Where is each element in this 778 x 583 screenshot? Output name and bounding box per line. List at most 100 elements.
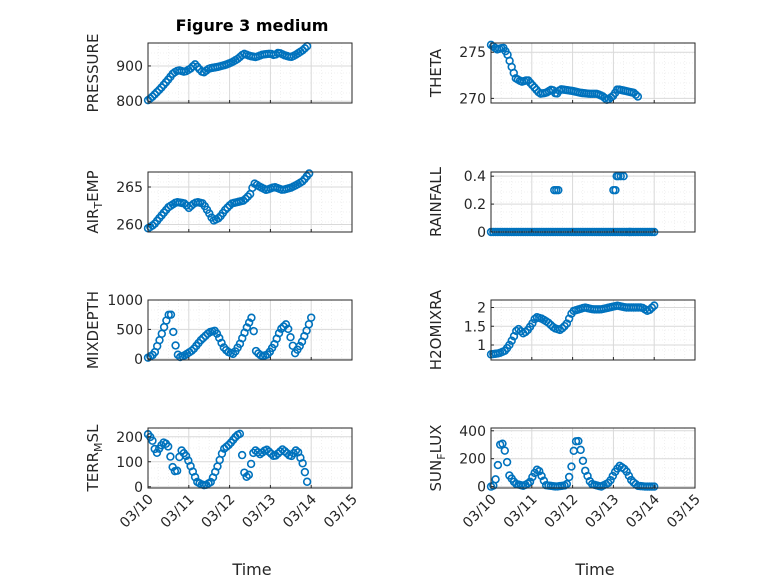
data-point — [505, 340, 514, 350]
data-point — [171, 341, 180, 350]
data-point — [242, 323, 252, 332]
data-point — [576, 445, 585, 455]
data-point — [223, 203, 232, 212]
x-tick-label: 03/15 — [321, 492, 361, 532]
data-point — [235, 429, 245, 439]
data-point — [649, 482, 659, 491]
data-point — [214, 214, 223, 223]
data-point — [554, 185, 563, 195]
data-point — [606, 476, 615, 485]
data-point — [300, 44, 310, 53]
data-point — [148, 436, 157, 445]
data-point — [558, 324, 567, 333]
axes-box — [147, 42, 353, 104]
axes-box — [490, 42, 696, 104]
subplot-h2omixra: 1 1.5 2 H2OMIXRA — [427, 289, 696, 370]
data-point — [196, 336, 206, 345]
y-tick-label: 260 — [116, 218, 143, 234]
data-point — [304, 169, 314, 178]
y-tick-label: 900 — [116, 59, 143, 75]
data-point — [491, 475, 500, 484]
x-tick-label: 03/10 — [460, 492, 500, 532]
y-tick-label: 1000 — [107, 293, 143, 309]
x-tick-label: 03/12 — [199, 492, 239, 532]
figure-title: Figure 3 medium — [176, 16, 329, 35]
data-point — [528, 472, 537, 482]
data-point — [535, 467, 544, 476]
subplot-rainfall: 0 0.2 0.4 RAINFALL — [427, 166, 696, 241]
data-point — [500, 446, 509, 455]
data-point — [166, 452, 175, 461]
data-point — [622, 467, 631, 476]
data-point — [224, 440, 233, 450]
x-tick-label: 03/12 — [542, 492, 582, 532]
data-point — [514, 324, 523, 334]
y-axis-label: SUNFLUX — [427, 425, 448, 492]
y-tick-label: 265 — [116, 180, 143, 196]
data-point — [172, 466, 182, 475]
subplot-air-temp: 260 265 AIRTEMP — [84, 169, 353, 234]
data-point — [645, 305, 654, 315]
data-point — [244, 318, 254, 327]
data-point — [222, 442, 231, 452]
data-point — [562, 479, 572, 489]
data-point — [298, 177, 307, 186]
x-tick-label: 03/11 — [158, 492, 198, 532]
data-point — [502, 457, 512, 467]
y-tick-label: 800 — [116, 94, 143, 110]
data-point — [206, 477, 215, 487]
data-point — [163, 442, 173, 451]
y-axis-label: AIRTEMP — [84, 170, 105, 233]
data-point — [152, 448, 162, 457]
data-point — [242, 472, 251, 481]
axes-box — [490, 299, 696, 361]
data-point — [530, 83, 539, 92]
data-point — [240, 468, 249, 477]
y-tick-label: 200 — [459, 452, 486, 468]
data-point — [521, 327, 530, 337]
data-point — [619, 171, 628, 181]
data-point — [246, 459, 256, 469]
subplot-sun-flux: 0 200 400 03/10 03/11 03/12 03/13 03/14 03/15 SUN… — [427, 424, 704, 532]
y-tick-label: 500 — [116, 322, 143, 338]
data-point — [148, 92, 157, 101]
data-point — [528, 319, 537, 328]
x-tick-label: 03/14 — [280, 491, 320, 531]
y-tick-label: 0.4 — [464, 169, 486, 185]
data-point — [152, 87, 162, 97]
data-point — [249, 326, 258, 336]
x-tick-label: 03/11 — [501, 492, 541, 532]
data-point — [544, 318, 553, 328]
data-point — [649, 301, 659, 310]
x-axis-label-left: Time — [231, 560, 271, 579]
data-point — [528, 80, 537, 90]
data-point — [217, 449, 227, 458]
y-axis-label: H2OMIXRA — [427, 289, 445, 370]
data-point — [611, 185, 620, 195]
subplot-terr-msl: 0 100 200 03/10 03/11 03/12 03/13 03/14 03/15 TER… — [84, 424, 361, 531]
data-point — [146, 94, 155, 103]
y-axis-label: MIXDEPTH — [84, 291, 102, 369]
data-point — [190, 472, 200, 482]
data-point — [212, 329, 222, 338]
data-point — [295, 341, 304, 351]
data-point — [569, 446, 578, 456]
data-point — [525, 477, 535, 486]
data-point — [300, 467, 310, 477]
data-point — [217, 338, 226, 348]
data-point — [169, 327, 178, 337]
data-point — [244, 470, 254, 480]
data-point — [241, 194, 250, 204]
data-point — [205, 209, 214, 218]
y-tick-label: 275 — [459, 45, 486, 61]
x-tick-label: 03/10 — [117, 492, 157, 532]
data-point — [647, 303, 657, 312]
axes-box — [490, 427, 696, 489]
data-point — [608, 471, 618, 481]
data-point — [262, 445, 271, 454]
data-point — [181, 451, 191, 461]
data-point — [578, 456, 588, 465]
y-axis-label: PRESSURE — [84, 34, 102, 113]
data-point — [493, 460, 503, 470]
